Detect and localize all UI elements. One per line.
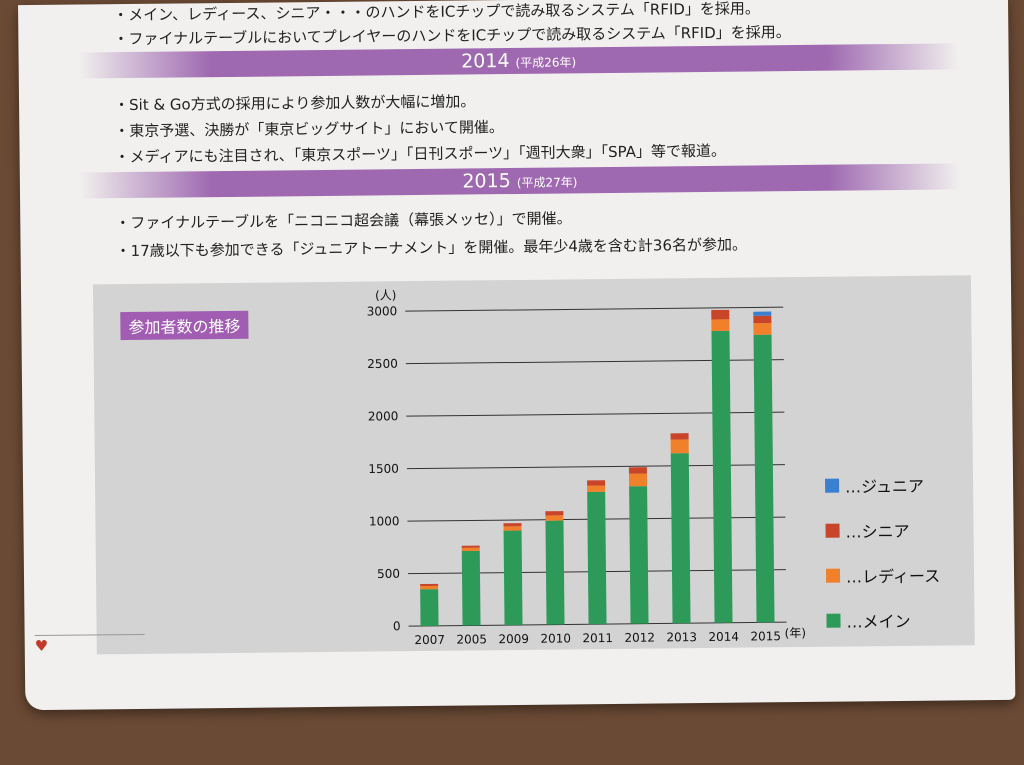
bar-2011-series-2 (587, 480, 606, 486)
y-tick-label-2500: 2500 (367, 357, 398, 371)
legend-swatch-main (826, 613, 841, 628)
x-tick-label-2013: 2013 (666, 630, 697, 644)
chart-panel: 参加者数の推移 0 500 1000 1500 2000 2500 3000 2007 200… (92, 275, 975, 657)
bar-2015-series-1 (753, 323, 772, 335)
gridline-3000 (405, 306, 784, 312)
x-unit-label: (年) (785, 626, 807, 640)
text-2014-3: ・メディアにも注目され、「東京スポーツ」「日刊スポーツ」「週刊大衆」「SPA」等… (114, 141, 727, 167)
year-band-2015: 2015 (平成27年) (79, 163, 961, 199)
text-2014-2: ・東京予選、決勝が「東京ビッグサイト」において開催。 (114, 118, 504, 141)
bar-2012-series-0 (629, 486, 649, 624)
x-tick-label-2005: 2005 (456, 632, 487, 646)
bar-2010-series-0 (545, 520, 565, 625)
text-line-top2: ・ファイナルテーブルにおいてプレイヤーのハンドをICチップで読み取るシステム「R… (113, 23, 791, 49)
text-line-top1: ・メイン、レディース、シニア・・・のハンドをICチップで読み取るシステム「RFI… (113, 0, 760, 25)
bar-2013-series-1 (670, 439, 689, 454)
legend-label-main: …メイン (846, 611, 911, 632)
bar-layer (420, 309, 775, 627)
text-2015-1: ・ファイナルテーブルを「ニコニコ超会議（幕張メッセ）」で開催。 (115, 209, 572, 233)
legend-label-junior: …ジュニア (845, 476, 925, 497)
bar-2014-series-1 (711, 319, 730, 332)
bar-2013-series-0 (670, 453, 691, 624)
bar-2009-series-2 (503, 523, 522, 527)
bar-2013-series-2 (670, 433, 689, 440)
legend-item-ladies: …レディース (825, 566, 941, 587)
legend-label-ladies: …レディース (845, 566, 941, 587)
y-unit-label: (人) (375, 288, 397, 302)
year-2014: 2014 (461, 50, 510, 73)
bar-2005-series-0 (461, 550, 481, 626)
x-tick-labels: 2007 2005 2009 2010 2011 2012 2013 2014 2015 (414, 629, 781, 647)
x-tick-label-2014: 2014 (708, 630, 739, 644)
legend-swatch-junior (825, 478, 840, 493)
legend-item-senior: …シニア (825, 521, 939, 542)
bar-chart: 0 500 1000 1500 2000 2500 3000 2007 2005 2009 201… (367, 288, 807, 647)
year-2015: 2015 (462, 170, 511, 193)
booklet-page: ・メイン、レディース、シニア・・・のハンドをICチップで読み取るシステム「RFI… (18, 0, 1016, 711)
heart-icon: ♥ (34, 636, 49, 656)
bar-2007-series-1 (420, 585, 439, 590)
bar-2007-series-2 (420, 583, 439, 587)
y-tick-label-3000: 3000 (367, 304, 398, 318)
x-tick-label-2007: 2007 (414, 633, 445, 647)
legend: …ジュニア …シニア …レディース …メイン (825, 476, 941, 657)
x-tick-label-2011: 2011 (582, 631, 613, 645)
era-2015: (平成27年) (516, 175, 578, 190)
legend-item-main: …メイン (826, 611, 940, 632)
y-tick-label-0: 0 (393, 619, 401, 633)
bar-2010-series-2 (545, 511, 564, 516)
x-tick-label-2010: 2010 (540, 631, 571, 645)
x-tick-label-2015: 2015 (750, 629, 781, 643)
legend-swatch-senior (825, 523, 840, 538)
bar-2005-series-2 (461, 545, 480, 548)
bar-2005-series-1 (461, 547, 480, 552)
y-tick-label-2000: 2000 (368, 409, 399, 423)
bar-2012-series-1 (628, 473, 648, 487)
bar-2010-series-1 (545, 515, 564, 521)
bar-2009-series-0 (503, 530, 523, 626)
x-tick-label-2009: 2009 (498, 632, 529, 646)
text-2015-2: ・17歳以下も参加できる「ジュニアトーナメント」を開催。最年少4歳を含む計36名… (115, 235, 748, 261)
page-corner-decoration: ♥ (34, 633, 146, 677)
bar-2014-series-0 (711, 330, 733, 623)
bar-2015-series-2 (753, 315, 772, 324)
legend-label-senior: …シニア (845, 521, 910, 542)
legend-swatch-ladies (825, 568, 841, 583)
y-tick-label-1500: 1500 (368, 462, 399, 476)
bar-2015-series-3 (753, 311, 772, 316)
bar-2009-series-1 (503, 526, 522, 531)
year-band-2014: 2014 (平成26年) (78, 43, 959, 79)
bar-2011-series-1 (587, 485, 606, 492)
x-tick-label-2012: 2012 (624, 631, 655, 645)
bar-2007-series-0 (420, 589, 439, 627)
text-2014-1: ・Sit & Go方式の採用により参加人数が大幅に増加。 (113, 92, 476, 115)
y-tick-label-500: 500 (377, 567, 400, 581)
bar-2015-series-0 (753, 334, 775, 623)
era-2014: (平成26年) (515, 55, 577, 70)
legend-item-junior: …ジュニア (825, 476, 939, 497)
bar-2011-series-0 (587, 491, 607, 625)
bar-2012-series-2 (628, 467, 647, 474)
bar-2014-series-2 (711, 309, 730, 320)
y-tick-label-1000: 1000 (369, 514, 400, 528)
